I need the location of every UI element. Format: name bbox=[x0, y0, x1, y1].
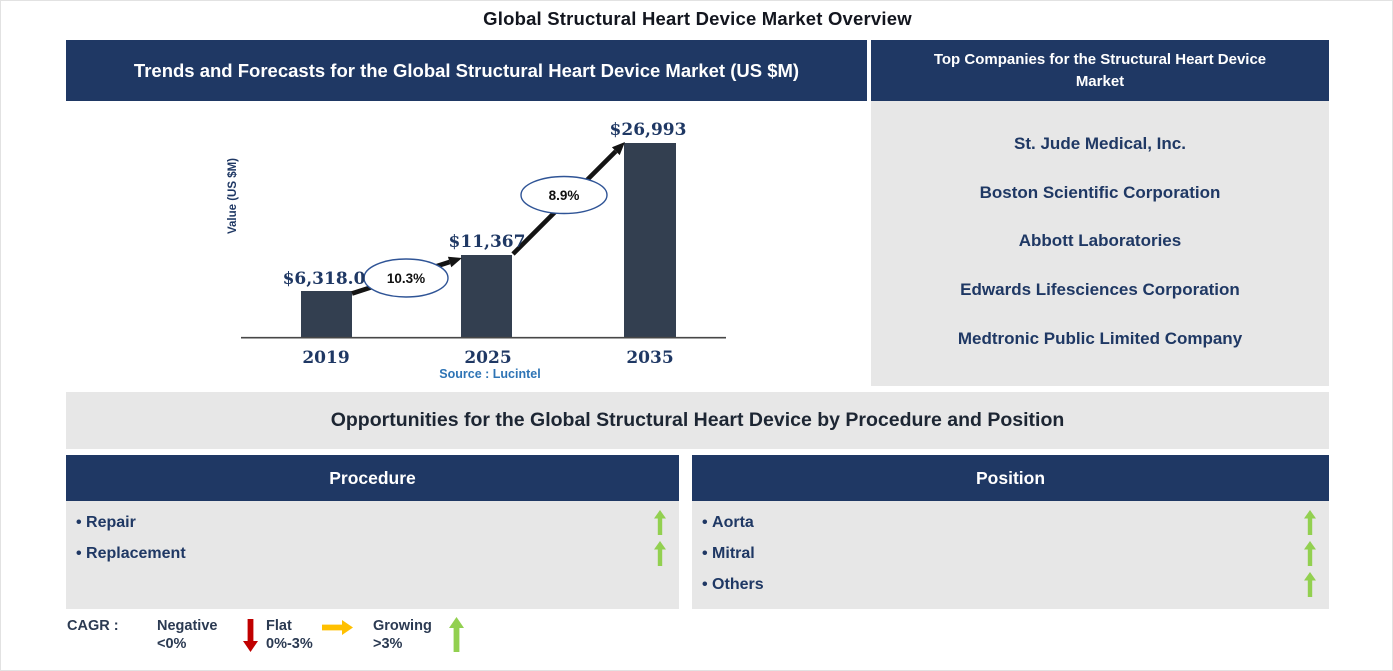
trends-panel-header: Trends and Forecasts for the Global Stru… bbox=[66, 40, 867, 101]
x-tick-2025: 2025 bbox=[464, 348, 511, 368]
x-tick-2035: 2035 bbox=[626, 348, 673, 368]
trends-bar-chart: Value (US $M) 10.3% 8.9% $6,318.0 $11,36… bbox=[66, 101, 867, 391]
x-tick-2019: 2019 bbox=[302, 348, 349, 368]
position-table-body: Aorta Mitral Others bbox=[692, 501, 1329, 609]
legend-group-negative: Negative <0% bbox=[157, 617, 229, 653]
company-item: St. Jude Medical, Inc. bbox=[1014, 133, 1186, 153]
legend-range: >3% bbox=[373, 636, 403, 652]
growing-up-arrow-icon bbox=[449, 617, 464, 652]
growing-up-arrow-icon bbox=[654, 510, 666, 535]
position-table-header: Position bbox=[692, 455, 1329, 501]
procedure-item-label: Replacement bbox=[76, 545, 186, 563]
procedure-row-repair: Repair bbox=[66, 507, 679, 538]
company-item: Medtronic Public Limited Company bbox=[957, 329, 1243, 349]
growing-up-arrow-icon bbox=[1304, 541, 1316, 566]
growing-up-arrow-icon bbox=[1304, 572, 1316, 597]
page-title: Global Structural Heart Device Market Ov… bbox=[483, 8, 912, 29]
legend-group-flat: Flat 0%-3% bbox=[266, 617, 322, 653]
growing-up-arrow-icon bbox=[654, 541, 666, 566]
growing-up-arrow-icon bbox=[1304, 510, 1316, 535]
position-item-label: Aorta bbox=[702, 514, 754, 532]
legend-range: 0%-3% bbox=[266, 636, 313, 652]
opportunities-band-title: Opportunities for the Global Structural … bbox=[66, 392, 1329, 449]
procedure-table-body: Repair Replacement bbox=[66, 501, 679, 609]
company-item: Edwards Lifesciences Corporation bbox=[960, 280, 1240, 300]
bar-value-2019: $6,318.0 bbox=[283, 269, 366, 289]
position-row-mitral: Mitral bbox=[692, 538, 1329, 569]
cagr-oval-2 bbox=[520, 175, 608, 215]
bar-value-2025: $11,367 bbox=[449, 232, 526, 252]
companies-panel-body: St. Jude Medical, Inc. Boston Scientific… bbox=[871, 101, 1329, 386]
growth-arrow-1-head bbox=[447, 256, 462, 268]
cagr-legend: CAGR : Negative <0% Flat 0%-3% Growing >… bbox=[67, 617, 464, 653]
legend-range: <0% bbox=[157, 636, 187, 652]
chart-source: Source : Lucintel bbox=[439, 367, 540, 381]
companies-panel-header: Top Companies for the Structural Heart D… bbox=[871, 40, 1329, 101]
cagr-oval-1 bbox=[363, 258, 449, 298]
flat-right-arrow-icon bbox=[322, 620, 353, 635]
bar-value-2035: $26,993 bbox=[610, 120, 687, 140]
procedure-row-replacement: Replacement bbox=[66, 538, 679, 569]
bar-chart-svg: Value (US $M) 10.3% 8.9% $6,318.0 $11,36… bbox=[227, 120, 726, 381]
growth-arrow-2-head bbox=[611, 142, 625, 156]
company-item: Abbott Laboratories bbox=[1018, 231, 1182, 251]
cagr-oval-1-label: 10.3% bbox=[387, 271, 425, 286]
legend-label: Growing bbox=[373, 618, 432, 634]
procedure-table-header: Procedure bbox=[66, 455, 679, 501]
position-row-others: Others bbox=[692, 569, 1329, 600]
legend-label: Negative bbox=[157, 618, 218, 634]
bar-2019 bbox=[301, 291, 352, 338]
legend-label: Flat bbox=[266, 618, 292, 634]
position-row-aorta: Aorta bbox=[692, 507, 1329, 538]
negative-down-arrow-icon bbox=[243, 619, 258, 652]
legend-group-growing: Growing >3% bbox=[373, 617, 439, 653]
y-axis-label: Value (US $M) bbox=[227, 158, 239, 234]
cagr-legend-prefix: CAGR : bbox=[67, 618, 119, 634]
bar-2025 bbox=[461, 255, 512, 338]
position-item-label: Others bbox=[702, 576, 764, 594]
procedure-item-label: Repair bbox=[76, 514, 136, 532]
cagr-oval-2-label: 8.9% bbox=[549, 188, 580, 203]
position-item-label: Mitral bbox=[702, 545, 755, 563]
bar-2035 bbox=[624, 143, 676, 338]
company-item: Boston Scientific Corporation bbox=[979, 182, 1221, 202]
